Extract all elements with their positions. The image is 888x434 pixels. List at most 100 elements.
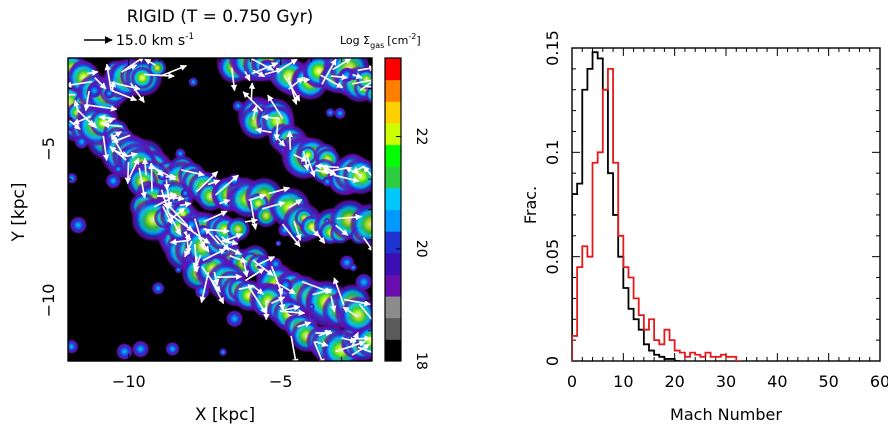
gas-clump <box>113 164 124 175</box>
velocity-arrow <box>229 255 248 263</box>
velocity-arrow <box>320 74 344 89</box>
hist-x-tick-label: 30 <box>716 372 736 391</box>
velocity-arrow <box>333 277 345 306</box>
gas-clump <box>74 134 89 149</box>
velocity-arrow <box>252 259 274 276</box>
gas-clump <box>68 172 78 184</box>
velocity-arrow <box>279 309 306 316</box>
map-title: RIGID (T = 0.750 Gyr) <box>127 7 314 27</box>
velocity-arrow <box>244 217 258 225</box>
velocity-arrow <box>85 103 118 112</box>
velocity-arrow <box>203 210 228 223</box>
velocity-arrow <box>166 208 182 236</box>
velocity-arrow <box>153 194 178 208</box>
velocity-arrow <box>335 340 366 353</box>
colorbar-segment <box>385 122 401 146</box>
velocity-arrow <box>273 123 281 141</box>
velocity-arrow <box>297 321 312 328</box>
velocity-arrow <box>244 70 251 82</box>
histogram-y-axis-label: Frac. <box>521 186 540 224</box>
gas-clump <box>174 266 182 274</box>
colorbar-segment <box>385 274 401 297</box>
map-area <box>68 58 372 361</box>
velocity-arrow <box>293 221 302 241</box>
velocity-arrow <box>138 167 147 199</box>
velocity-arrow <box>110 81 141 91</box>
velocity-arrow <box>357 65 372 72</box>
velocity-arrow <box>318 330 332 337</box>
hist-y-tick-label: 0.1 <box>543 140 562 165</box>
velocity-arrow <box>201 266 221 293</box>
hist-x-tick-label: 60 <box>870 372 888 391</box>
velocity-arrow <box>221 236 231 244</box>
velocity-arrows <box>68 58 372 361</box>
colorbar-tick-label: 22 <box>413 128 429 146</box>
gas-blob <box>364 85 372 105</box>
gas-clump <box>308 303 315 310</box>
velocity-arrow <box>199 271 210 304</box>
colorbar-frame <box>384 57 402 362</box>
gas-clump <box>165 341 180 356</box>
colorbar-segment <box>385 58 401 81</box>
velocity-arrow <box>359 77 372 91</box>
hist-y-tick-label: 0.15 <box>543 30 562 66</box>
gas-clump <box>349 263 358 272</box>
velocity-arrow <box>267 94 284 120</box>
gas-clump <box>227 173 241 188</box>
colorbar-segment <box>385 231 401 254</box>
colorbar-segment <box>385 101 401 124</box>
velocity-arrow <box>350 331 359 348</box>
velocity-arrow <box>321 166 350 175</box>
velocity-arrow <box>314 340 329 347</box>
velocity-key-label: 15.0 km s-1 <box>116 32 194 49</box>
colorbar-segment <box>385 209 401 232</box>
velocity-arrow <box>110 133 125 157</box>
velocity-arrow <box>238 284 255 291</box>
velocity-arrow <box>321 58 337 85</box>
velocity-arrow <box>288 198 303 209</box>
velocity-arrow <box>248 287 267 314</box>
histogram-series-red <box>572 67 742 361</box>
velocity-arrow <box>168 207 186 222</box>
histogram-series-black <box>572 51 680 361</box>
gas-clump <box>175 148 186 159</box>
velocity-arrow <box>184 231 192 255</box>
velocity-arrow <box>333 174 360 183</box>
hist-x-tick-label: 20 <box>664 372 684 391</box>
velocity-arrow <box>188 228 210 245</box>
velocity-arrow <box>342 306 358 318</box>
velocity-arrow <box>214 234 230 251</box>
velocity-arrow <box>315 163 340 170</box>
velocity-arrow <box>316 232 326 244</box>
velocity-arrow <box>230 67 238 92</box>
velocity-arrow <box>73 99 80 113</box>
histogram-x-axis-label: Mach Number <box>670 405 782 424</box>
gas-clump <box>151 281 165 295</box>
velocity-arrow <box>195 170 219 193</box>
velocity-arrow <box>268 186 291 195</box>
colorbar-tick-label: 20 <box>413 240 429 258</box>
velocity-arrow <box>251 105 258 120</box>
velocity-arrow <box>252 69 266 78</box>
hist-x-tick-label: 40 <box>767 372 787 391</box>
colorbar-segment <box>385 252 401 275</box>
velocity-arrow <box>202 248 227 262</box>
gas-clump <box>69 216 87 234</box>
velocity-arrow <box>344 298 371 307</box>
velocity-arrow <box>330 296 337 313</box>
gas-blob <box>130 66 154 90</box>
velocity-arrow <box>336 213 362 221</box>
velocity-arrow <box>207 179 221 186</box>
gas-clump <box>232 100 244 112</box>
colorbar-segment <box>385 187 401 210</box>
velocity-arrow <box>94 77 107 90</box>
map-x-tick-label: −5 <box>269 372 293 391</box>
gas-clump <box>68 339 79 354</box>
velocity-arrow <box>248 193 267 201</box>
velocity-arrow <box>261 114 281 121</box>
gas-clump <box>180 188 190 198</box>
velocity-arrow <box>248 82 256 100</box>
velocity-arrow <box>251 284 264 295</box>
velocity-arrow <box>242 91 264 112</box>
